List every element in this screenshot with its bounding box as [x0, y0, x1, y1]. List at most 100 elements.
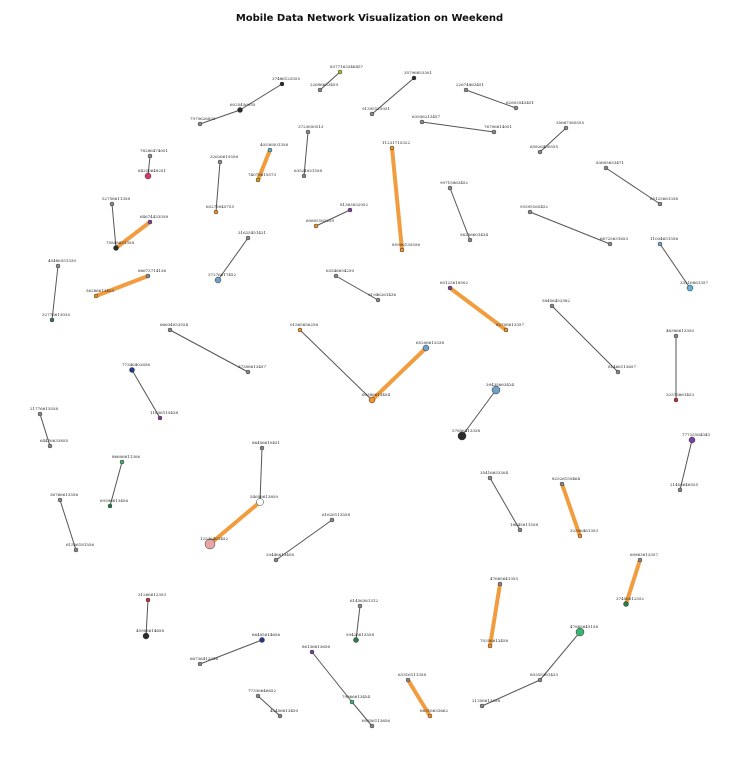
node-label: 77336646652 [248, 688, 276, 693]
node-label: 93595165452 [520, 204, 548, 209]
edge [257, 695, 281, 717]
node-label: 63936213457 [412, 114, 440, 119]
node-label: 35667385555 [556, 120, 584, 125]
edge [319, 71, 341, 91]
network-node [487, 643, 493, 649]
edge [421, 121, 495, 133]
node-label: 56286613453 [86, 288, 114, 293]
node-label: 54656613850 [250, 494, 278, 499]
network-node [333, 273, 339, 279]
node-label: 60356113656 [362, 718, 390, 723]
node-label: 37276617452 [208, 272, 236, 277]
edge [529, 211, 611, 245]
network-node [337, 69, 343, 75]
network-node [273, 557, 279, 563]
edge [371, 77, 415, 115]
node-label: 65123618502 [440, 280, 468, 285]
node-label: 76706614051 [484, 124, 512, 129]
edge [351, 701, 373, 727]
node-label: 31625451431 [238, 230, 266, 235]
network-node [513, 105, 519, 111]
node-label: 75848651358 [106, 240, 134, 245]
node-label: 11231715322 [382, 140, 410, 145]
node-label: 47685641355 [490, 576, 518, 581]
network-node [389, 145, 395, 151]
edge [239, 83, 283, 111]
network-node [267, 147, 273, 153]
node-label: 66634053554 [160, 322, 188, 327]
network-node [527, 209, 533, 215]
node-label: 63546654250 [326, 268, 354, 273]
node-label: 66405614656 [252, 632, 280, 637]
node-label: 11636115438 [150, 410, 178, 415]
node-label: 35796853301 [404, 70, 432, 75]
node-label: 40486351330 [48, 258, 76, 263]
node-label: 32573661453 [666, 392, 694, 397]
node-label: 33216861357 [680, 280, 708, 285]
edge [199, 109, 241, 125]
heavy-edge [94, 274, 150, 298]
network-node [255, 693, 261, 699]
node-label: 31266612353 [138, 592, 166, 597]
network-node [37, 411, 43, 417]
node-label: 60273045755 [206, 204, 234, 209]
node-label: 45456613450 [270, 708, 298, 713]
edge [147, 155, 151, 177]
network-node [297, 327, 303, 333]
network-node [479, 703, 485, 709]
edge [489, 477, 521, 531]
node-label: 61626113558 [322, 512, 350, 517]
node-label: 91946261436 [368, 292, 396, 297]
network-node [657, 241, 663, 247]
network-node [217, 159, 223, 165]
network-node [368, 396, 376, 404]
network-node [615, 369, 621, 375]
edge [605, 167, 661, 205]
node-label: 65826430555 [530, 144, 558, 149]
heavy-edge [390, 146, 404, 252]
network-node [537, 677, 543, 683]
network-node [491, 385, 501, 395]
edge [51, 265, 59, 321]
network-node [259, 445, 265, 451]
network-node [517, 527, 523, 533]
node-label: 39435663434 [486, 382, 514, 387]
network-node [142, 632, 150, 640]
network-node [317, 87, 323, 93]
network-node [375, 297, 381, 303]
heavy-edge [624, 558, 642, 606]
network-node [329, 517, 335, 523]
edge [199, 639, 263, 665]
node-label: 45906614658 [136, 628, 164, 633]
network-node [637, 557, 643, 563]
node-label: 35416653304 [480, 470, 508, 475]
network-node [47, 443, 53, 449]
node-label: 65206613338 [416, 340, 444, 345]
network-node [55, 263, 61, 269]
node-label: 60863613357 [630, 552, 658, 557]
network-node [245, 235, 251, 241]
edge [299, 329, 373, 401]
node-label: 11034651556 [650, 236, 678, 241]
node-label: 86606611306 [112, 454, 140, 459]
network-node [657, 201, 663, 207]
node-label: 21776613558 [30, 406, 58, 411]
network-node [255, 177, 261, 183]
edge [111, 203, 117, 249]
node-label: 83605653471 [596, 160, 624, 165]
node-label: 63316111358 [398, 672, 426, 677]
node-label: 81466113657 [608, 364, 636, 369]
network-node [353, 637, 359, 643]
chart-title: Mobile Data Network Visualization on Wee… [235, 13, 504, 24]
network-node [575, 627, 585, 637]
network-node [237, 107, 243, 113]
node-label: 77725164343 [682, 432, 710, 437]
node-label: 77346402656 [122, 362, 150, 367]
network-node [107, 503, 113, 509]
node-label: 22674863451 [456, 82, 484, 87]
edge [481, 679, 541, 707]
node-label: 61556181556 [66, 542, 94, 547]
node-label: 7975626833 [190, 116, 216, 121]
network-node [357, 603, 363, 609]
